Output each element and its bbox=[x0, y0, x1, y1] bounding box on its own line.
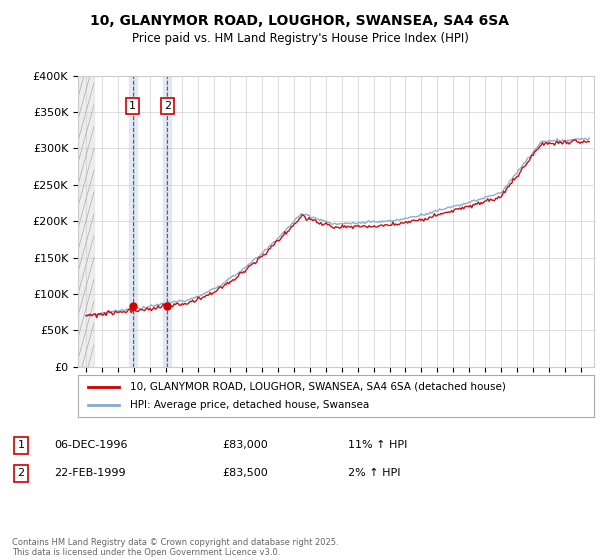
Bar bbox=[163, 76, 171, 367]
Text: 1: 1 bbox=[129, 101, 136, 111]
Text: 10, GLANYMOR ROAD, LOUGHOR, SWANSEA, SA4 6SA (detached house): 10, GLANYMOR ROAD, LOUGHOR, SWANSEA, SA4… bbox=[130, 382, 505, 392]
Bar bbox=[78, 76, 94, 367]
Text: £83,000: £83,000 bbox=[222, 440, 268, 450]
Text: 11% ↑ HPI: 11% ↑ HPI bbox=[348, 440, 407, 450]
Text: 2: 2 bbox=[17, 468, 25, 478]
Text: Contains HM Land Registry data © Crown copyright and database right 2025.
This d: Contains HM Land Registry data © Crown c… bbox=[12, 538, 338, 557]
Text: 1: 1 bbox=[17, 440, 25, 450]
Text: HPI: Average price, detached house, Swansea: HPI: Average price, detached house, Swan… bbox=[130, 400, 369, 410]
Text: 10, GLANYMOR ROAD, LOUGHOR, SWANSEA, SA4 6SA: 10, GLANYMOR ROAD, LOUGHOR, SWANSEA, SA4… bbox=[91, 14, 509, 28]
Text: £83,500: £83,500 bbox=[222, 468, 268, 478]
Text: 22-FEB-1999: 22-FEB-1999 bbox=[54, 468, 125, 478]
Text: Price paid vs. HM Land Registry's House Price Index (HPI): Price paid vs. HM Land Registry's House … bbox=[131, 32, 469, 45]
Bar bbox=[128, 76, 137, 367]
Text: 2% ↑ HPI: 2% ↑ HPI bbox=[348, 468, 401, 478]
Text: 06-DEC-1996: 06-DEC-1996 bbox=[54, 440, 128, 450]
Text: 2: 2 bbox=[164, 101, 171, 111]
